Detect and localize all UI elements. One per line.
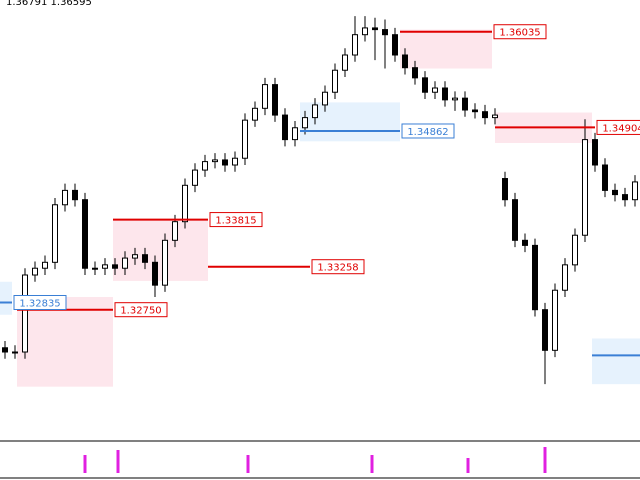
candle-body — [112, 264, 118, 269]
level-label-box — [596, 119, 640, 135]
header: 1.36791 1.36595 — [6, 0, 92, 8]
candle-body — [242, 119, 248, 159]
candle-body — [432, 87, 438, 93]
candle-body — [622, 194, 628, 201]
candle-body — [42, 261, 48, 269]
candle-body — [162, 239, 168, 286]
level-label: 1.33258 — [317, 263, 358, 274]
level-label-box — [13, 295, 67, 310]
level-label-box — [401, 123, 455, 139]
candle-body — [582, 139, 588, 236]
candle-body — [82, 199, 88, 269]
candle-body — [72, 189, 78, 201]
candle-body — [262, 84, 268, 109]
candle-body — [152, 261, 158, 286]
candle-body — [142, 254, 148, 263]
candle-body — [562, 264, 568, 291]
candle-body — [612, 189, 618, 196]
level-label: 1.36035 — [499, 28, 540, 39]
candle-body — [312, 104, 318, 119]
level-label: 1.32750 — [120, 306, 161, 317]
candle-body — [422, 77, 428, 93]
candle-body — [442, 87, 448, 101]
candle-body — [282, 114, 288, 141]
candle-body — [32, 267, 38, 276]
candle-body — [482, 111, 488, 119]
candle-body — [362, 27, 368, 36]
zone — [592, 338, 640, 385]
candle-body — [122, 257, 128, 269]
candle-body — [92, 267, 98, 270]
candle-body — [342, 54, 348, 71]
level-label-box — [209, 212, 263, 228]
level-label-box — [311, 259, 365, 275]
candle-body — [412, 67, 418, 79]
candle-body — [592, 139, 598, 166]
level-label: 1.34862 — [407, 127, 448, 138]
candle-body — [512, 199, 518, 241]
candle-body — [12, 351, 18, 354]
zone — [0, 281, 12, 315]
candle-body — [132, 254, 138, 259]
candle-body — [192, 169, 198, 186]
candle-body — [532, 244, 538, 311]
candle-body — [572, 234, 578, 266]
zone — [400, 29, 492, 69]
candle-body — [462, 97, 468, 111]
candle-body — [332, 69, 338, 93]
level-label-box — [493, 24, 547, 40]
candle-body — [522, 239, 528, 246]
candle-body — [272, 84, 278, 116]
candle-body — [372, 27, 378, 31]
candle-body — [492, 114, 498, 119]
candle-body — [602, 164, 608, 191]
candle-body — [472, 109, 478, 113]
candle-body — [212, 159, 218, 163]
level-label: 1.34904 — [602, 123, 640, 134]
candle-body — [52, 204, 58, 263]
zone — [113, 219, 208, 281]
candle-body — [402, 54, 408, 69]
candle-body — [452, 97, 458, 101]
candle-body — [392, 34, 398, 56]
candle-body — [22, 274, 28, 353]
zone — [17, 297, 113, 387]
candle-body — [232, 157, 238, 166]
candle-body — [292, 127, 298, 141]
level-label: 1.32835 — [19, 299, 60, 310]
candle-body — [252, 107, 258, 121]
candle-body — [352, 34, 358, 56]
candle-body — [172, 221, 178, 241]
candle-body — [302, 117, 308, 129]
level-label: 1.33815 — [215, 216, 256, 227]
candle-body — [542, 309, 548, 351]
candle-body — [322, 91, 328, 106]
candle-body — [632, 181, 638, 201]
candle-body — [502, 178, 508, 201]
candle-body — [182, 184, 188, 223]
candle-body — [102, 264, 108, 269]
candle-body — [552, 289, 558, 351]
candle-body — [382, 29, 388, 36]
candle-body — [202, 161, 208, 171]
candle-body — [222, 159, 228, 166]
candle-body — [62, 189, 68, 206]
candle-body — [2, 347, 8, 353]
level-label-box — [114, 302, 168, 318]
